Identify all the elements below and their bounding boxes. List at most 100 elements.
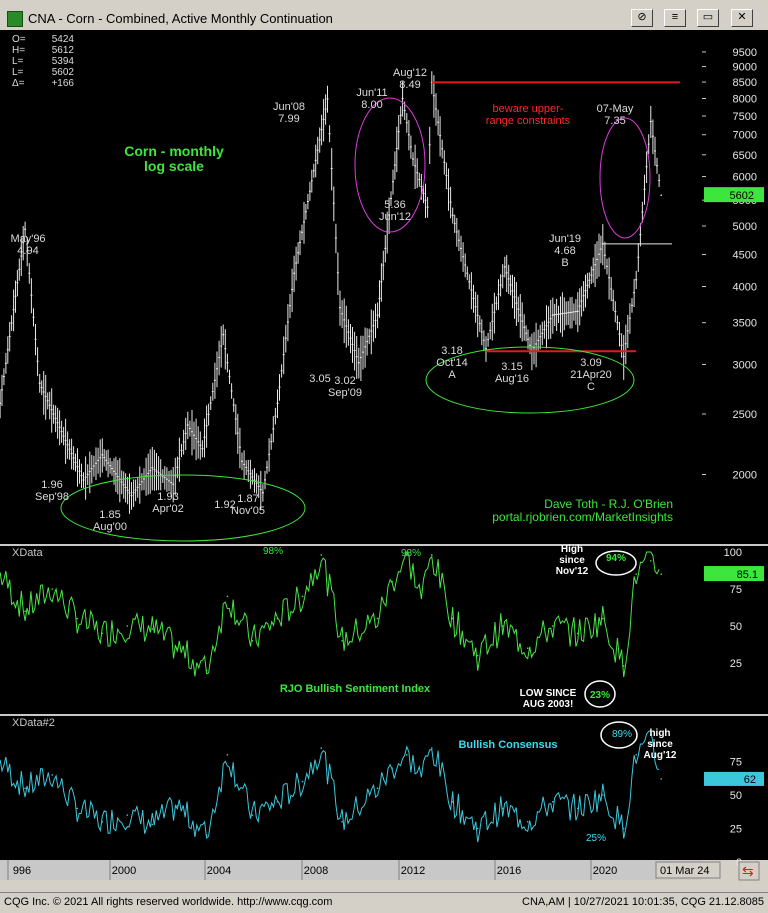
high-ellipse bbox=[600, 721, 638, 749]
consensus-point bbox=[622, 827, 625, 830]
price-point bbox=[376, 314, 379, 316]
link-icon[interactable]: ⊘ bbox=[631, 9, 653, 27]
price-point bbox=[82, 479, 85, 481]
sentiment-point bbox=[501, 625, 504, 627]
ohlc-key: O= bbox=[12, 34, 26, 45]
close-button[interactable]: ✕ bbox=[731, 9, 753, 27]
last-price-label: 5602 bbox=[730, 190, 754, 202]
top-ellipse bbox=[599, 117, 651, 239]
settings-icon[interactable]: ≡ bbox=[664, 9, 686, 27]
consensus-point bbox=[151, 823, 154, 826]
last-consensus-box bbox=[704, 771, 764, 786]
price-annotation: Aug'12 8.49 bbox=[393, 67, 427, 91]
price-y-tick-label: 8000 bbox=[733, 94, 757, 106]
price-y-tick-label: 3500 bbox=[733, 318, 757, 330]
support-ellipse bbox=[60, 474, 306, 542]
consensus-point bbox=[301, 780, 304, 783]
sentiment-annotation: LOW SINCE AUG 2003! bbox=[520, 688, 577, 710]
price-point bbox=[358, 361, 360, 364]
price-y-tick-label: 2500 bbox=[733, 409, 757, 421]
price-y-tick-label: 7000 bbox=[733, 130, 757, 142]
consensus-point bbox=[276, 800, 279, 803]
price-annotation: 1.92 bbox=[214, 499, 235, 511]
consensus-series bbox=[0, 730, 660, 843]
sentiment-annotation: 98% bbox=[401, 548, 421, 559]
price-point bbox=[401, 97, 404, 100]
price-annotation: 3.05 bbox=[309, 373, 330, 385]
price-annotation: 1.85 Aug'00 bbox=[93, 509, 127, 533]
warning-note: beware upper-range constraints bbox=[486, 103, 571, 127]
scroll-button[interactable] bbox=[738, 861, 760, 881]
consensus-point bbox=[501, 807, 504, 810]
date-cursor-label: 01 Mar 24 bbox=[660, 865, 710, 877]
price-annotation: 3.18 Oct'14 A bbox=[436, 345, 467, 381]
price-point bbox=[293, 272, 295, 275]
price-point bbox=[466, 272, 469, 275]
price-point bbox=[622, 355, 625, 358]
price-point bbox=[276, 402, 279, 405]
consensus-point bbox=[420, 774, 423, 776]
consensus-annotation: 89% bbox=[612, 729, 632, 740]
date-cursor-box[interactable] bbox=[655, 861, 721, 879]
copyright-text: CQG Inc. © 2021 All rights reserved worl… bbox=[4, 896, 333, 908]
ohlc-value: +166 bbox=[51, 78, 74, 89]
consensus-point bbox=[405, 754, 408, 756]
sentiment-y-tick-label: 100 bbox=[724, 547, 742, 559]
sentiment-panel-title: XData bbox=[12, 547, 43, 559]
price-point bbox=[151, 466, 154, 469]
sentiment-y-tick-label: 50 bbox=[730, 621, 742, 633]
consensus-y-tick-label: 25 bbox=[730, 824, 742, 836]
sentiment-point bbox=[24, 610, 26, 612]
ohlc-key: L= bbox=[12, 67, 24, 78]
sentiment-point bbox=[301, 595, 304, 598]
price-point bbox=[0, 402, 1, 405]
price-annotation: 3.02 Sep'09 bbox=[328, 375, 362, 399]
consensus-annotation: high since Aug'12 bbox=[644, 728, 677, 761]
sentiment-point bbox=[0, 573, 1, 575]
restore-button[interactable]: ▭ bbox=[697, 9, 719, 27]
ohlc-value: 5602 bbox=[52, 67, 75, 78]
ohlc-value: 5424 bbox=[52, 34, 75, 45]
price-point bbox=[101, 454, 104, 456]
sentiment-point bbox=[391, 580, 393, 583]
window-title: CNA - Corn - Combined, Active Monthly Co… bbox=[28, 11, 333, 26]
consensus-y-tick-label: 50 bbox=[730, 790, 742, 802]
price-point bbox=[339, 306, 341, 309]
chart-canvas[interactable]: May'96 4.94 1.96 Sep'98 1.85 Aug'00 1.93 Apr'02… bbox=[0, 30, 768, 892]
price-y-tick-label: 9000 bbox=[733, 62, 757, 74]
sentiment-y-tick-label: 75 bbox=[730, 584, 742, 596]
app-icon bbox=[7, 11, 23, 27]
price-point bbox=[426, 206, 429, 208]
price-point bbox=[201, 447, 204, 450]
sentiment-y-tick-label: 25 bbox=[730, 658, 742, 670]
consensus-point bbox=[635, 754, 637, 756]
sentiment-point bbox=[251, 640, 254, 642]
high-ellipse bbox=[595, 550, 637, 576]
consensus-point bbox=[660, 778, 663, 780]
last-consensus-label: 62 bbox=[744, 774, 756, 786]
ohlc-value: 5394 bbox=[52, 56, 75, 67]
ohlc-key: H= bbox=[12, 45, 25, 56]
connection-status: CNA,AM | 10/27/2021 10:01:35, CQG 21.12.… bbox=[522, 896, 764, 908]
last-sentiment-box bbox=[704, 566, 764, 582]
price-point bbox=[186, 424, 189, 426]
sentiment-point bbox=[176, 647, 179, 649]
sentiment-annotation: 98% bbox=[263, 546, 283, 557]
scroll-arrow-icon: ⇆ bbox=[742, 863, 754, 879]
price-point bbox=[262, 491, 264, 494]
consensus-point bbox=[176, 804, 179, 807]
sentiment-point bbox=[551, 625, 554, 627]
consensus-point bbox=[602, 794, 604, 796]
sentiment-point bbox=[420, 595, 423, 598]
consensus-annotation: 25% bbox=[586, 833, 606, 844]
sentiment-point bbox=[649, 560, 652, 562]
consensus-y-tick-label: 75 bbox=[730, 757, 742, 769]
consensus-point bbox=[101, 821, 104, 823]
price-point bbox=[635, 279, 637, 281]
price-y-tick-label: 7500 bbox=[733, 111, 757, 123]
x-tick-label: 2000 bbox=[112, 865, 136, 877]
sentiment-series bbox=[0, 551, 660, 678]
price-y-tick-label: 6500 bbox=[733, 150, 757, 162]
price-point bbox=[451, 214, 454, 217]
